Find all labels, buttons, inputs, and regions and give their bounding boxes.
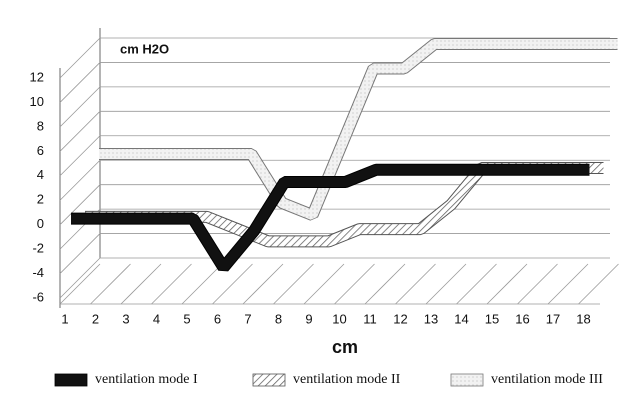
x-tick-label: 1 [61,311,68,326]
floor-line [90,263,131,305]
x-tick-label: 6 [214,311,221,326]
x-tick-label: 7 [244,311,251,326]
floor-line [517,263,558,305]
x-tick-label: 10 [332,311,346,326]
y-tick-label: -4 [32,265,44,280]
ribbon [99,39,618,220]
x-tick-label: 14 [454,311,468,326]
y-tick-label: 10 [30,94,44,109]
floor-line [578,263,619,305]
x-tick-label: 16 [515,311,529,326]
x-tick-label: 17 [546,311,560,326]
ribbon [71,164,590,271]
floor-line [120,263,162,305]
floor-line [364,263,406,305]
legend-label: ventilation mode I [95,372,198,387]
y-tick-label: 8 [37,118,44,133]
x-tick-label: 11 [363,311,377,326]
legend: ventilation mode I ventilation mode II ven… [54,372,603,387]
grid-line [59,233,610,274]
y-tick-label: 6 [37,143,44,158]
y-tick-label: 4 [37,167,44,182]
grid-line [59,62,610,103]
floor-line [334,263,375,305]
x-tick-label: 4 [153,311,160,326]
grid-line [59,86,610,128]
floor-line [242,263,284,305]
floor-line [151,263,192,305]
floor-line [212,263,253,305]
x-tick-label: 18 [576,311,590,326]
legend-swatch [450,373,484,387]
y-tick-label: 0 [37,216,44,231]
legend-swatch [54,373,88,387]
grid-line [59,257,610,299]
y-tick-label: -6 [32,289,44,304]
floor-line [59,263,101,305]
floor-line [486,263,528,305]
y-tick-label: 2 [37,192,44,207]
x-tick-label: 15 [485,311,499,326]
x-axis-label: cm [332,337,358,357]
grid-line [59,135,610,177]
legend-swatch [252,373,286,387]
ribbon-edge [99,38,618,221]
legend-label: ventilation mode II [293,372,401,387]
x-tick-label: 8 [275,311,282,326]
y-tick-label: -2 [32,241,44,256]
x-tick-label: 9 [305,311,312,326]
x-tick-label: 12 [393,311,407,326]
floor-line [395,263,436,305]
floor-line [425,263,467,305]
y-axis-label: cm H2O [120,41,169,56]
x-tick-label: 2 [92,311,99,326]
grid-line [59,110,610,152]
x-tick-label: 5 [183,311,190,326]
floor-line [273,263,314,305]
y-tick-label: 12 [30,69,44,84]
floor-line [547,263,589,305]
grid-line [59,184,610,225]
floor-line [303,263,345,305]
grid-line [59,159,610,201]
legend-label: ventilation mode III [491,372,603,387]
floor-line [181,263,223,305]
x-tick-label: 13 [424,311,438,326]
floor-line [456,263,497,305]
x-tick-label: 3 [122,311,129,326]
